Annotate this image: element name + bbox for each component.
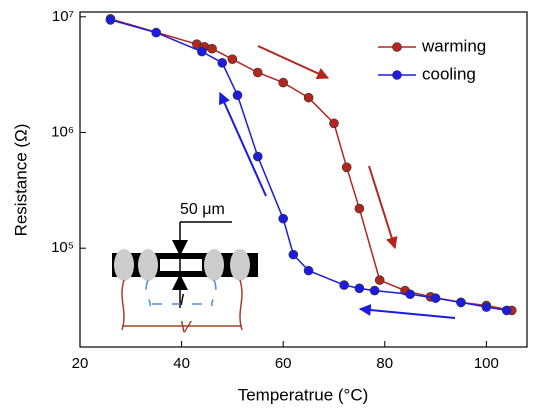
x-axis-label: Temperatrue (°C): [238, 385, 369, 404]
data-point: [354, 203, 365, 214]
legend-label: cooling: [422, 64, 476, 83]
y-tick-label: 10⁶: [51, 123, 74, 140]
data-point: [481, 302, 492, 312]
x-tick-label: 40: [173, 355, 190, 372]
data-point: [501, 305, 512, 316]
x-tick-label: 80: [376, 355, 393, 372]
data-point: [151, 27, 161, 38]
x-tick-label: 20: [72, 355, 89, 372]
plot-frame: [79, 11, 528, 348]
y-tick-label: 10⁷: [52, 8, 74, 25]
data-point: [374, 275, 385, 285]
y-tick-label: 10⁵: [51, 239, 74, 256]
annotation: 50 μm: [180, 201, 225, 218]
data-point: [430, 293, 441, 303]
inset-schematic: [112, 221, 258, 331]
data-point: [354, 283, 365, 294]
data-point: [217, 58, 228, 68]
data-point: [341, 162, 352, 173]
data-point: [227, 54, 238, 64]
data-point: [303, 265, 314, 276]
data-point: [105, 15, 116, 25]
data-point: [278, 77, 288, 88]
data-point: [207, 43, 217, 54]
annotation: I: [180, 292, 185, 309]
data-point: [278, 213, 288, 224]
annotation: V: [179, 317, 192, 336]
data-point: [252, 151, 263, 162]
data-point: [369, 285, 380, 296]
legend-marker: [392, 42, 402, 52]
data-point: [288, 249, 299, 260]
data-point: [252, 67, 263, 78]
data-point: [339, 280, 349, 290]
data-point: [303, 92, 314, 103]
x-tick-label: 60: [275, 355, 292, 372]
data-point: [456, 297, 466, 308]
data-point: [197, 46, 207, 57]
data-point: [232, 90, 243, 101]
x-tick-label: 100: [474, 355, 499, 372]
legend-label: warming: [421, 36, 486, 55]
y-axis-label: Resistance (Ω): [11, 124, 30, 237]
data-point: [405, 289, 415, 300]
trend-arrows: [218, 45, 456, 319]
data-point: [329, 118, 339, 129]
legend-marker: [392, 70, 402, 80]
